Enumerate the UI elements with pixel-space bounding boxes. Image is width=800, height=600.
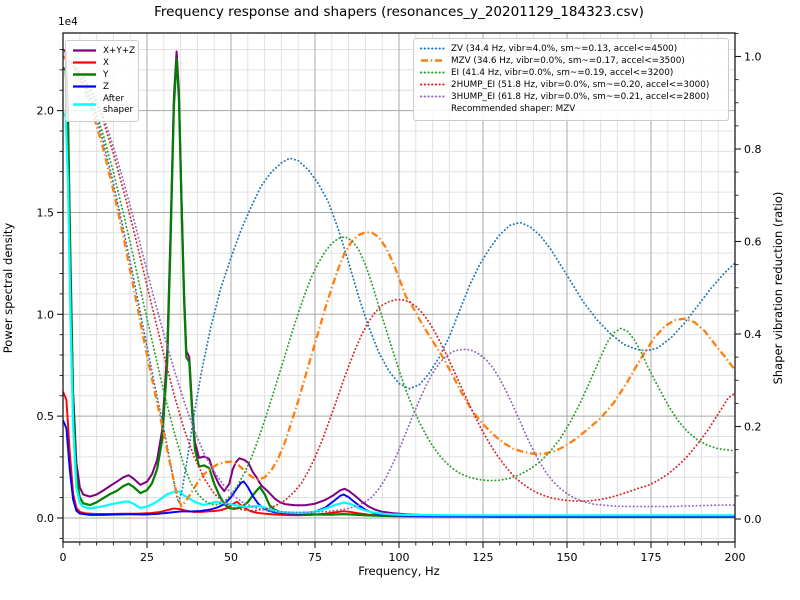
legend-item-mzv: MZV (34.6 Hz, vibr=0.0%, sm~=0.17, accel… — [420, 56, 722, 67]
series-3hump-ei — [63, 55, 735, 514]
x-tick-label: 100 — [389, 551, 410, 564]
legend-item-zv: ZV (34.4 Hz, vibr=4.0%, sm~=0.13, accel<… — [419, 44, 722, 55]
series-x-y-z — [63, 48, 735, 518]
legend-item-xyz: X+Y+Z — [72, 46, 136, 57]
page-title: Frequency response and shapers (resonanc… — [154, 4, 644, 20]
mzv-line-swatch — [420, 56, 445, 67]
y-left-tick-label: 0.0 — [37, 512, 55, 525]
3hump-ei-line-swatch — [419, 92, 446, 103]
legend-label: MZV (34.6 Hz, vibr=0.0%, sm~=0.17, accel… — [451, 55, 685, 66]
axis-ticks — [57, 32, 741, 548]
legend-label: EI (41.4 Hz, vibr=0.0%, sm~=0.19, accel<… — [451, 67, 674, 78]
z-line-swatch — [72, 82, 97, 93]
legend-shapers: ZV (34.4 Hz, vibr=4.0%, sm~=0.13, accel<… — [413, 38, 729, 121]
2hump-ei-line-swatch — [419, 80, 446, 91]
legend-psd: X+Y+Z X Y Z After shaper — [65, 40, 139, 122]
legend-item-2hump-ei: 2HUMP_EI (51.8 Hz, vibr=0.0%, sm~=0.20, … — [419, 79, 722, 91]
y-left-tick-label: 0.5 — [37, 410, 55, 423]
legend-label: X+Y+Z — [103, 46, 136, 56]
y-right-tick-label: 0.6 — [744, 236, 762, 249]
legend-label: After shaper — [103, 93, 134, 115]
y-axis-offset-text: 1e4 — [58, 16, 78, 28]
y-right-tick-label: 0.8 — [744, 143, 762, 156]
x-tick-label: 75 — [308, 551, 322, 564]
zv-line-swatch — [419, 44, 446, 55]
series-curves — [63, 48, 735, 518]
legend-item-y: Y — [72, 70, 132, 81]
legend-label: Z — [103, 81, 110, 92]
y-right-tick-label: 0.0 — [744, 513, 762, 526]
y-left-tick-label: 2.0 — [37, 105, 55, 118]
y-left-tick-label: 1.0 — [37, 308, 55, 321]
legend-label: X — [103, 57, 110, 68]
x-tick-label: 25 — [140, 551, 154, 564]
x-axis-label: Frequency, Hz — [358, 564, 440, 578]
legend-label: 3HUMP_EI (61.8 Hz, vibr=0.0%, sm~=0.21, … — [451, 91, 710, 102]
legend-label: ZV (34.4 Hz, vibr=4.0%, sm~=0.13, accel<… — [451, 44, 678, 54]
legend-item-after-shaper: After shaper — [72, 93, 134, 116]
x-line-swatch — [72, 58, 97, 69]
legend-item-x: X — [72, 58, 132, 69]
y-axis-right-label: Shaper vibration reduction (ratio) — [771, 191, 785, 385]
legend-item-z: Z — [72, 82, 132, 93]
y-line-swatch — [72, 70, 97, 81]
legend-item-3hump-ei: 3HUMP_EI (61.8 Hz, vibr=0.0%, sm~=0.21, … — [419, 91, 722, 103]
y-axis-left-label: Power spectral density — [1, 222, 15, 354]
y-right-tick-label: 1.0 — [744, 50, 762, 63]
x-tick-label: 200 — [725, 551, 746, 564]
y-right-tick-label: 0.4 — [744, 328, 762, 341]
x-tick-label: 0 — [60, 551, 67, 564]
xyz-line-swatch — [72, 46, 97, 57]
legend-item-ei: EI (41.4 Hz, vibr=0.0%, sm~=0.19, accel<… — [419, 67, 722, 79]
legend-label: 2HUMP_EI (51.8 Hz, vibr=0.0%, sm~=0.20, … — [451, 79, 710, 90]
x-tick-label: 125 — [473, 551, 494, 564]
y-left-tick-label: 1.5 — [37, 206, 55, 219]
series-y — [63, 57, 735, 518]
after-shaper-line-swatch — [72, 100, 97, 111]
ei-line-swatch — [419, 68, 446, 79]
axis-tick-labels: 0 25 50 75 100 125 150 175 200 0.0 0.5 1.0 1.5 2.0 0.0… — [37, 50, 762, 564]
x-tick-label: 50 — [224, 551, 238, 564]
series-zv — [63, 55, 735, 507]
y-right-tick-label: 0.2 — [744, 421, 762, 434]
recommended-shaper-note: Recommended shaper: MZV — [420, 104, 722, 115]
series-ei — [63, 55, 735, 506]
x-tick-label: 150 — [557, 551, 578, 564]
x-tick-label: 175 — [641, 551, 662, 564]
legend-label: Recommended shaper: MZV — [451, 103, 576, 114]
series-2hump-ei — [63, 55, 735, 512]
legend-label: Y — [103, 69, 109, 80]
